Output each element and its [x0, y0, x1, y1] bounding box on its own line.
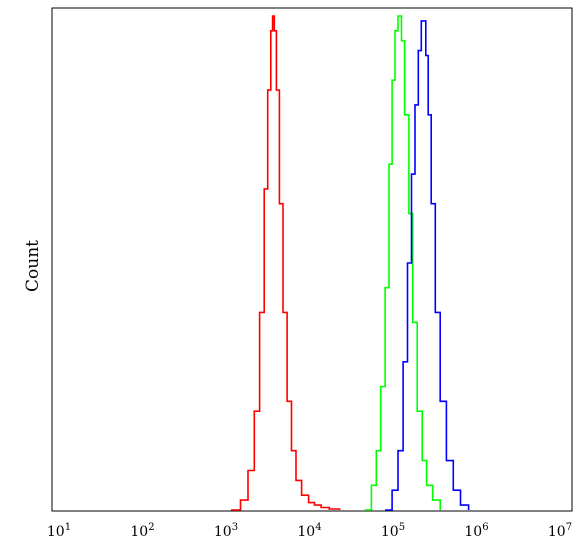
x-tick-label-2: 102: [130, 522, 154, 540]
series-1-line: [231, 15, 341, 511]
series-2-line: [364, 15, 441, 511]
x-tick-label-3: 103: [214, 522, 238, 540]
y-axis-label: Count: [23, 240, 43, 292]
x-tick-layer: 101 102 103 104 105 106 107: [47, 522, 572, 540]
x-tick-label-6: 106: [464, 522, 488, 540]
plot-frame: [51, 7, 573, 512]
x-tick-label-4: 104: [297, 522, 321, 540]
series-layer: [231, 15, 470, 511]
x-tick-label-7: 107: [548, 522, 572, 540]
x-tick-label-5: 105: [381, 522, 405, 540]
series-3-line: [385, 20, 470, 511]
x-tick-label-1: 101: [47, 522, 71, 540]
